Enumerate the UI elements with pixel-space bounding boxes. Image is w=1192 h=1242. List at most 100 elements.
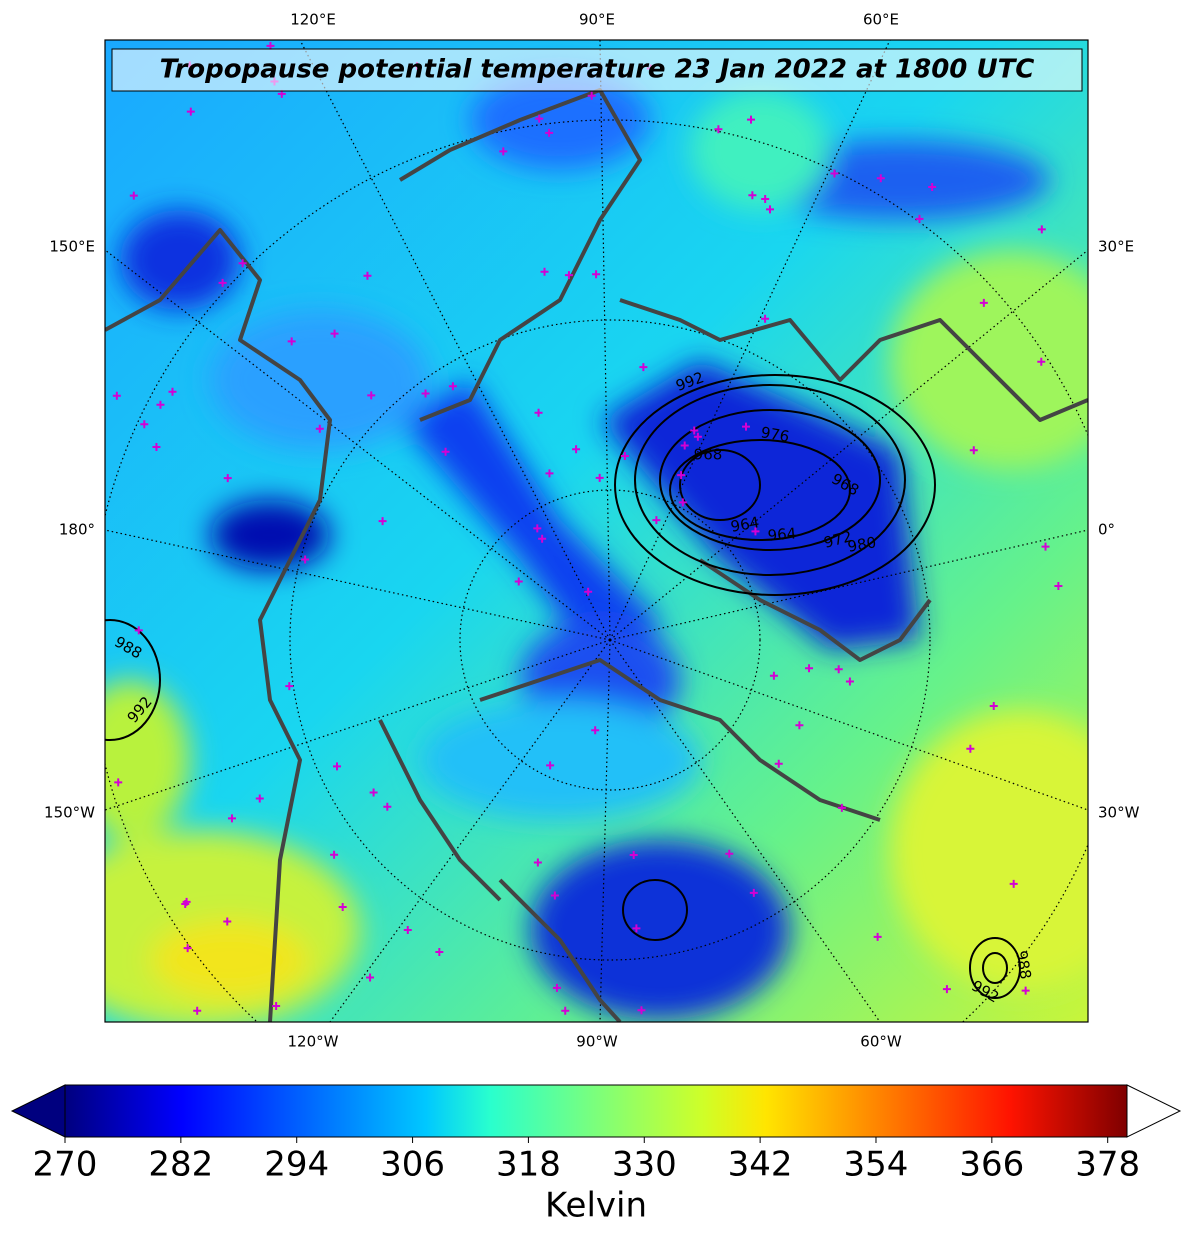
station-marker xyxy=(383,802,392,811)
station-marker xyxy=(338,903,347,912)
longitude-label: 60°E xyxy=(863,11,899,29)
station-marker xyxy=(114,778,123,787)
station-marker xyxy=(186,107,195,116)
station-marker xyxy=(873,932,882,941)
station-marker xyxy=(255,794,264,803)
station-marker xyxy=(915,214,924,223)
station-marker xyxy=(561,1006,570,1015)
station-marker xyxy=(564,271,573,280)
contour-label: 968 xyxy=(694,446,723,464)
colorbar-tick-label: 378 xyxy=(1075,1145,1140,1185)
station-marker xyxy=(774,759,783,768)
station-marker xyxy=(435,948,444,957)
colorbar-tick-label: 270 xyxy=(33,1145,98,1185)
station-marker xyxy=(837,803,846,812)
station-marker xyxy=(761,195,770,204)
station-marker xyxy=(363,271,372,280)
station-marker xyxy=(989,701,998,710)
station-marker xyxy=(535,114,544,123)
station-marker xyxy=(366,973,375,982)
station-marker xyxy=(591,726,600,735)
station-marker xyxy=(1009,879,1018,888)
station-marker xyxy=(330,850,339,859)
station-marker xyxy=(227,814,236,823)
station-marker xyxy=(693,432,702,441)
station-marker xyxy=(969,446,978,455)
station-marker xyxy=(652,516,661,525)
station-marker xyxy=(765,205,774,214)
station-marker xyxy=(587,91,596,100)
station-marker xyxy=(592,270,601,279)
station-marker xyxy=(620,452,629,461)
longitude-label: 90°W xyxy=(576,1033,618,1051)
station-marker xyxy=(301,555,310,564)
station-marker xyxy=(572,445,581,454)
colorbar-label: Kelvin xyxy=(545,1186,647,1226)
station-marker xyxy=(441,447,450,456)
contour-label: 988 xyxy=(1012,949,1035,980)
contour-label: 964 xyxy=(729,513,760,536)
station-marker xyxy=(677,471,686,480)
station-marker xyxy=(183,944,192,953)
colorbar-tick-label: 366 xyxy=(959,1145,1024,1185)
longitude-label: 30°E xyxy=(1098,238,1134,256)
station-marker xyxy=(533,858,542,867)
station-marker xyxy=(690,426,699,435)
station-marker xyxy=(749,888,758,897)
station-marker xyxy=(966,744,975,753)
station-marker xyxy=(747,115,756,124)
station-marker xyxy=(595,473,604,482)
station-marker xyxy=(285,682,294,691)
longitude-label: 120°E xyxy=(290,11,336,29)
station-marker xyxy=(134,626,143,635)
station-marker xyxy=(805,664,814,673)
colorbar-tick-label: 318 xyxy=(496,1145,561,1185)
station-marker xyxy=(830,169,839,178)
station-marker xyxy=(550,891,559,900)
station-marker xyxy=(287,337,296,346)
station-marker xyxy=(714,125,723,134)
contour-label: 976 xyxy=(759,423,790,446)
station-marker xyxy=(678,498,687,507)
station-marker xyxy=(928,182,937,191)
station-marker xyxy=(330,329,339,338)
station-marker xyxy=(448,382,457,391)
station-marker xyxy=(552,983,561,992)
station-marker xyxy=(795,721,804,730)
station-marker xyxy=(769,671,778,680)
station-marker xyxy=(845,677,854,686)
station-marker xyxy=(1041,542,1050,551)
station-marker xyxy=(112,391,121,400)
station-marker xyxy=(629,850,638,859)
station-marker xyxy=(156,400,165,409)
station-marker xyxy=(632,924,641,933)
station-marker xyxy=(584,587,593,596)
station-marker xyxy=(742,422,751,431)
station-marker xyxy=(238,259,247,268)
colorbar-tick-label: 342 xyxy=(728,1145,793,1185)
station-marker xyxy=(725,849,734,858)
station-marker xyxy=(545,469,554,478)
station-marker xyxy=(876,174,885,183)
station-marker xyxy=(533,524,542,533)
longitude-label: 150°W xyxy=(44,804,95,822)
colorbar-tick-label: 330 xyxy=(612,1145,677,1185)
station-marker xyxy=(834,665,843,674)
station-marker xyxy=(639,363,648,372)
longitude-label: 30°W xyxy=(1098,804,1140,822)
map-title: Tropopause potential temperature 23 Jan … xyxy=(160,55,1035,85)
station-marker xyxy=(751,527,760,536)
station-marker xyxy=(403,925,412,934)
station-marker xyxy=(1037,357,1046,366)
station-marker xyxy=(181,900,190,909)
station-marker xyxy=(540,267,549,276)
station-marker xyxy=(223,917,232,926)
station-marker xyxy=(514,577,523,586)
longitude-label: 120°W xyxy=(288,1033,339,1051)
station-marker xyxy=(680,441,689,450)
station-marker xyxy=(546,761,555,770)
contour-label: 980 xyxy=(846,533,877,556)
longitude-label: 60°W xyxy=(860,1033,902,1051)
colorbar: Kelvin 270 282 294 306 318 330 342 354 366 378 xyxy=(10,1084,1182,1226)
